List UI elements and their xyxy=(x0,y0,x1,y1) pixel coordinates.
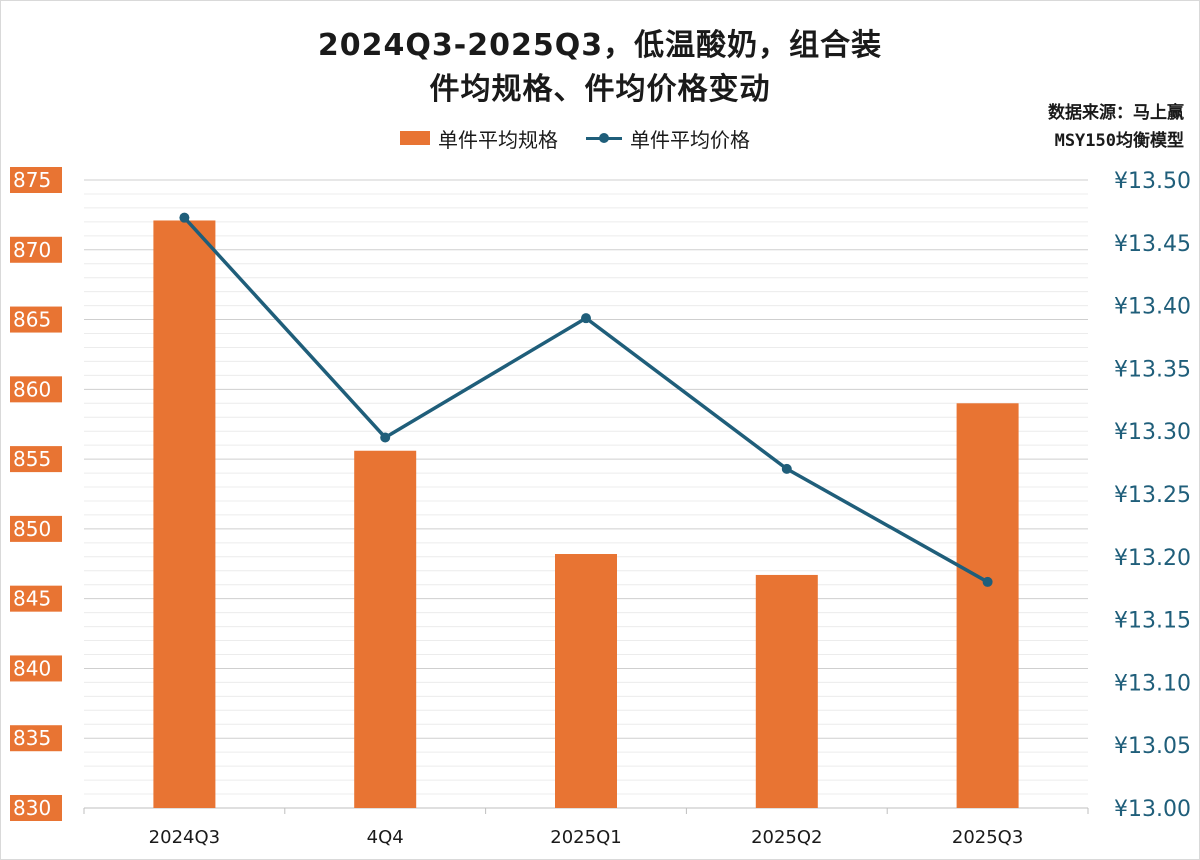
right-tick-label: ¥13.20 xyxy=(1114,546,1191,571)
left-tick-box xyxy=(10,655,62,682)
left-tick-label: 850 xyxy=(13,517,51,541)
left-tick-label: 865 xyxy=(13,308,51,332)
bar-2024Q3 xyxy=(153,220,216,808)
left-tick-box xyxy=(10,306,62,333)
left-tick-box xyxy=(10,167,62,193)
chart-legend: 单件平均规格 单件平均价格 xyxy=(400,124,750,153)
bar-2024Q4 xyxy=(354,450,417,808)
left-tick-label: 855 xyxy=(13,447,51,471)
chart-title-line-2: 件均规格、件均价格变动 xyxy=(429,72,771,107)
right-tick-label: ¥13.15 xyxy=(1114,609,1191,634)
source-note: 数据来源：马上赢 xyxy=(1048,103,1184,123)
right-tick-label: ¥13.35 xyxy=(1114,357,1191,382)
x-tick-label: 2025Q1 xyxy=(550,827,621,848)
x-tick-label: 2025Q2 xyxy=(751,827,822,848)
left-tick-label: 835 xyxy=(13,726,51,750)
left-tick-label: 830 xyxy=(13,796,51,820)
right-tick-label: ¥13.25 xyxy=(1114,483,1191,508)
left-tick-label: 875 xyxy=(13,168,51,192)
left-tick-label: 840 xyxy=(13,656,51,680)
left-tick-box xyxy=(10,725,62,752)
bar-2025Q1 xyxy=(555,554,617,808)
chart-title-line-1: 2024Q3-2025Q3，低温酸奶，组合装 xyxy=(317,28,883,63)
left-tick-box xyxy=(10,795,62,821)
price-point-2024Q4 xyxy=(380,432,391,443)
x-tick-label: 2024Q3 xyxy=(149,827,220,848)
price-point-2025Q2 xyxy=(781,463,792,474)
bar-2025Q2 xyxy=(755,574,818,808)
left-tick-box xyxy=(10,376,62,403)
bar-2025Q3 xyxy=(956,403,1019,808)
left-tick-label: 870 xyxy=(13,238,51,262)
right-tick-label: ¥13.50 xyxy=(1114,169,1191,194)
left-tick-box xyxy=(10,446,62,473)
legend-line-label: 单件平均价格 xyxy=(630,127,750,152)
x-tick-label: 4Q4 xyxy=(367,827,404,848)
right-tick-label: ¥13.10 xyxy=(1114,671,1191,696)
legend-line-swatch xyxy=(586,131,622,145)
price-point-2024Q3 xyxy=(179,212,190,223)
legend-item-bar: 单件平均规格 xyxy=(400,124,558,153)
right-tick-label: ¥13.00 xyxy=(1114,797,1191,822)
legend-bar-label: 单件平均规格 xyxy=(438,127,558,152)
right-tick-label: ¥13.45 xyxy=(1114,232,1191,257)
x-tick-label: 2025Q3 xyxy=(952,827,1023,848)
left-tick-label: 860 xyxy=(13,377,51,401)
left-tick-box xyxy=(10,585,62,612)
right-tick-label: ¥13.30 xyxy=(1114,420,1191,445)
legend-item-line: 单件平均价格 xyxy=(586,124,750,153)
left-tick-label: 845 xyxy=(13,587,51,611)
right-tick-label: ¥13.05 xyxy=(1114,734,1191,759)
model-note: MSY150均衡模型 xyxy=(1054,131,1184,151)
left-tick-box xyxy=(10,236,62,263)
price-point-2025Q3 xyxy=(982,576,993,587)
price-line xyxy=(183,216,989,584)
left-tick-box xyxy=(10,515,62,542)
legend-bar-swatch xyxy=(400,131,430,145)
price-point-2025Q1 xyxy=(581,313,591,324)
right-tick-label: ¥13.40 xyxy=(1114,295,1191,320)
